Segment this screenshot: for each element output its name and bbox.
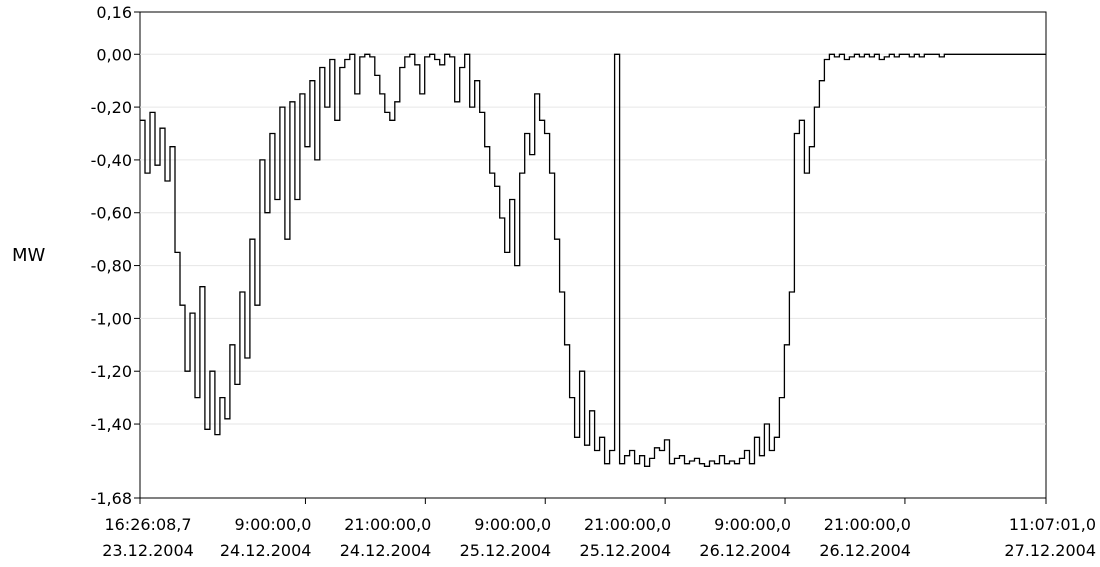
x-tick-date-label: 25.12.2004 bbox=[580, 541, 672, 560]
y-tick-label: 0,16 bbox=[96, 3, 132, 22]
plot-area bbox=[139, 11, 1047, 499]
x-tick-time-label: 9:00:00,0 bbox=[714, 515, 791, 534]
x-tick-time-label: 21:00:00,0 bbox=[824, 515, 911, 534]
x-tick-time-label: 11:07:01,0 bbox=[1009, 515, 1096, 534]
y-tick-label: -0,40 bbox=[91, 151, 132, 170]
y-tick-label: -1,20 bbox=[91, 362, 132, 381]
x-tick-time-label: 9:00:00,0 bbox=[474, 515, 551, 534]
x-tick-date-label: 25.12.2004 bbox=[460, 541, 552, 560]
y-axis-ticks: 0,16 0,00 -0,20 -0,40 -0,60 -0,80 -1,00 -1,20 -1… bbox=[91, 3, 140, 508]
x-tick-date-label: 26.12.2004 bbox=[819, 541, 911, 560]
x-tick-time-label: 9:00:00,0 bbox=[235, 515, 312, 534]
y-tick-label: -1,00 bbox=[91, 309, 132, 328]
x-tick-date-label: 24.12.2004 bbox=[340, 541, 432, 560]
y-tick-label: -0,20 bbox=[91, 98, 132, 117]
y-tick-label: -0,80 bbox=[91, 257, 132, 276]
y-tick-label: -1,40 bbox=[91, 415, 132, 434]
x-tick-time-label: 21:00:00,0 bbox=[344, 515, 431, 534]
x-tick-date-label: 26.12.2004 bbox=[699, 541, 791, 560]
x-axis-ticks: 16:26:08,7 23.12.2004 9:00:00,0 24.12.2004 2… bbox=[102, 498, 1096, 560]
y-axis-label: MW bbox=[12, 245, 46, 266]
y-tick-label: -0,60 bbox=[91, 204, 132, 223]
series-line bbox=[140, 53, 1046, 467]
y-tick-label: -1,68 bbox=[91, 489, 132, 508]
x-tick-date-label: 24.12.2004 bbox=[220, 541, 312, 560]
x-tick-time-label: 16:26:08,7 bbox=[104, 515, 191, 534]
y-tick-label: 0,00 bbox=[96, 45, 132, 64]
x-tick-time-label: 21:00:00,0 bbox=[584, 515, 671, 534]
x-tick-date-label: 27.12.2004 bbox=[1004, 541, 1096, 560]
x-tick-date-label: 23.12.2004 bbox=[102, 541, 194, 560]
gridlines bbox=[140, 53, 1046, 425]
